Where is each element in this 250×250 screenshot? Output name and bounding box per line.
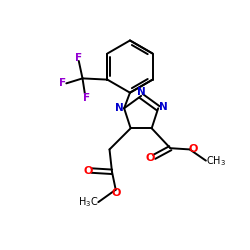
Text: F: F	[83, 93, 90, 103]
Text: O: O	[189, 144, 198, 154]
Text: H$_3$C: H$_3$C	[78, 195, 98, 209]
Text: O: O	[146, 153, 155, 163]
Text: N: N	[159, 102, 168, 112]
Text: F: F	[59, 78, 66, 88]
Text: N: N	[137, 87, 145, 97]
Text: N: N	[115, 103, 124, 113]
Text: O: O	[111, 188, 120, 198]
Text: CH$_3$: CH$_3$	[206, 154, 226, 168]
Text: F: F	[75, 53, 82, 63]
Text: O: O	[83, 166, 92, 175]
